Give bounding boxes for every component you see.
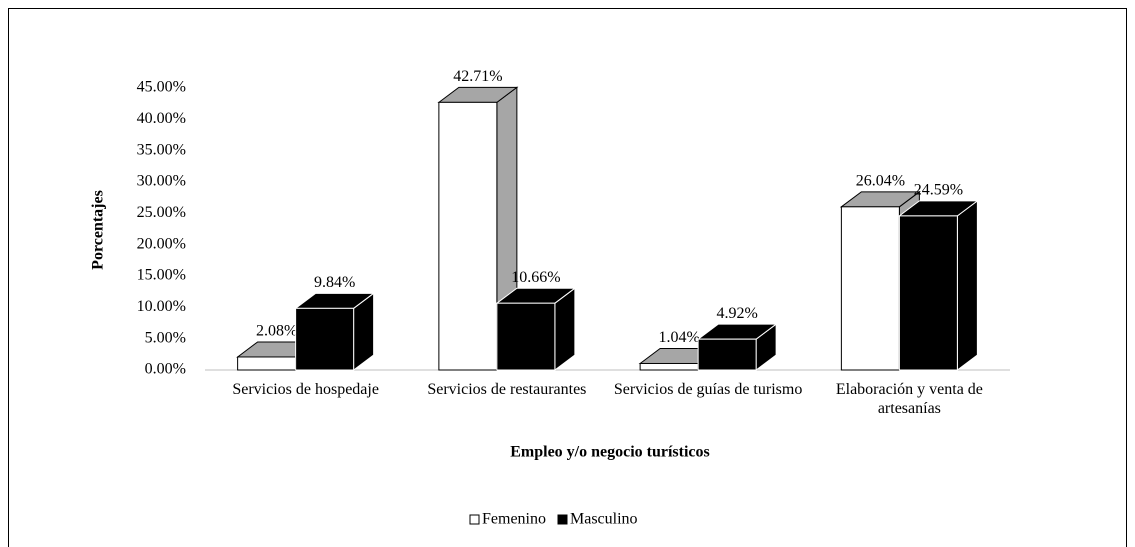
y-tick-label: 0.00% [145,361,186,378]
legend-swatch [469,514,480,525]
bar [438,101,498,371]
x-tick-label-box: Servicios de restaurantes [427,381,587,398]
chart-frame [8,8,1127,547]
value-label: 24.59% [914,182,963,199]
bar [237,356,297,371]
value-label: 10.66% [511,269,560,286]
x-tick-label: Servicios de guías de turismo [613,381,803,398]
bar [496,302,556,371]
x-tick-label: Servicios de hospedaje [232,381,379,398]
value-label: 42.71% [453,68,502,85]
y-tick-label: 15.00% [137,267,186,284]
y-tick-label: 25.00% [137,204,186,221]
y-tick-label: 45.00% [137,79,186,96]
x-tick-label-box: Servicios de hospedaje [232,381,379,398]
x-tick-label: Elaboración y venta de artesanías [835,381,983,417]
bar [697,338,757,371]
value-label: 4.92% [716,305,757,322]
bar [898,215,958,371]
x-tick-label: Servicios de restaurantes [427,381,587,398]
y-tick-label: 35.00% [137,141,186,158]
value-label: 2.08% [256,323,297,340]
legend-label: Masculino [570,511,638,528]
y-tick-label: 40.00% [137,110,186,127]
x-tick-label-box: Servicios de guías de turismo [613,381,803,398]
value-label: 1.04% [658,329,699,346]
legend-swatch [557,514,568,525]
y-tick-label: 5.00% [145,329,186,346]
y-axis-label: Porcentajes [90,190,107,270]
y-tick-label: 20.00% [137,235,186,252]
bar-side [956,199,978,371]
y-tick-label: 30.00% [137,173,186,190]
bar [840,206,900,371]
y-tick-label: 10.00% [137,298,186,315]
value-label: 9.84% [314,274,355,291]
value-label: 26.04% [856,172,905,189]
x-tick-label-box: Elaboración y venta de artesanías [835,381,983,417]
bar [295,307,355,371]
x-axis-label: Empleo y/o negocio turísticos [510,444,710,461]
legend-label: Femenino [482,511,546,528]
bar [639,362,699,371]
